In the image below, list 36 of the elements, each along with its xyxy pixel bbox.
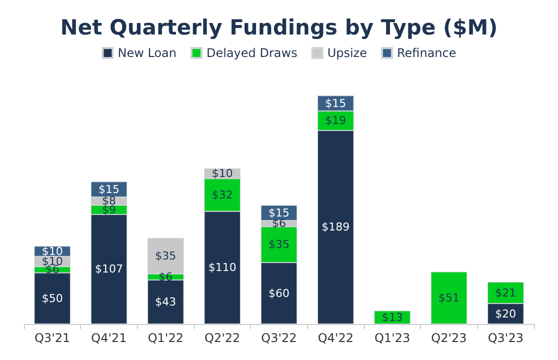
data-label: $15 [98,182,120,196]
data-label: $15 [268,206,290,220]
x-tick-label: Q4'22 [318,331,354,345]
x-tick-label: Q1'22 [148,331,184,345]
data-label: $50 [42,292,63,305]
data-label: $51 [438,291,460,304]
bar [430,272,468,324]
data-label: $110 [208,261,236,274]
data-label: $43 [155,295,176,308]
data-label: $107 [95,262,123,276]
data-label: $13 [382,310,403,324]
data-label: $35 [155,249,176,262]
data-label: $6 [272,217,286,230]
legend-label: New Loan [118,46,176,60]
data-label: $8 [102,194,116,208]
x-tick-label: Q2'23 [431,331,467,345]
data-label: $21 [495,286,516,300]
data-label: $15 [325,96,346,110]
data-label: $19 [325,114,346,128]
x-tick-label: Q3'21 [34,331,70,345]
chart-title: Net Quarterly Fundings by Type ($M) [60,16,498,40]
legend-label: Delayed Draws [206,46,298,60]
x-tick-label: Q3'23 [488,331,524,345]
data-label: $10 [42,244,63,258]
x-tick-label: Q2'22 [204,331,240,345]
data-label: $189 [322,220,350,234]
data-label: $10 [212,166,233,180]
data-label: $60 [268,286,290,300]
x-tick-label: Q3'22 [261,331,297,345]
legend-label: Refinance [396,46,456,60]
data-label: $20 [495,307,516,320]
data-label: $32 [212,188,233,202]
data-label: $35 [268,238,290,252]
legend-label: Upsize [327,46,367,60]
x-tick-label: Q4'21 [91,331,127,345]
x-tick-label: Q1'23 [374,331,410,345]
